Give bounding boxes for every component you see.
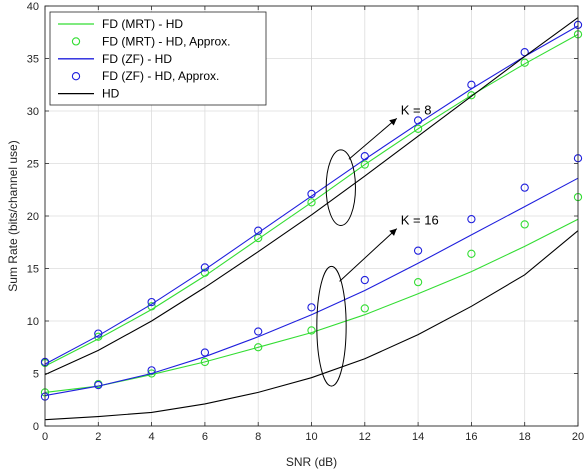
- series-point-6: [254, 343, 263, 352]
- legend-entry-label: FD (ZF) - HD: [102, 52, 172, 66]
- y-tick-label: 15: [27, 264, 39, 276]
- legend: FD (MRT) - HD FD (MRT) - HD, Approx. FD (Z…: [49, 11, 267, 106]
- y-axis-label: Sum Rate (bits/channel use): [6, 140, 20, 291]
- series-point-6: [467, 249, 476, 258]
- annotation-label: K = 8: [401, 102, 432, 117]
- series-point-1: [360, 160, 369, 169]
- annotation-arrowhead: [389, 118, 397, 126]
- legend-marker-swatch: [71, 72, 81, 81]
- x-tick-label: 6: [202, 431, 208, 443]
- series-line-9: [44, 230, 579, 421]
- series-point-8: [413, 246, 423, 255]
- series-line-0: [44, 33, 579, 367]
- series-point-3: [307, 189, 316, 199]
- series-point-6: [147, 369, 156, 378]
- legend-entry-label: FD (ZF) - HD, Approx.: [102, 69, 219, 83]
- series-point-1: [467, 91, 476, 100]
- series-point-6: [360, 304, 369, 313]
- series-point-6: [307, 326, 316, 335]
- series-point-3: [360, 151, 369, 161]
- axes: 0 2 4 6 8 10 12 14 16 18 20 0 5 10 15 20 25 30 35 40 SNR (dB…: [6, 1, 584, 469]
- legend-entry-label: FD (MRT) - HD: [102, 17, 183, 31]
- series-point-6: [520, 220, 529, 229]
- x-axis-label: SNR (dB): [286, 455, 337, 469]
- x-tick-label: 8: [255, 431, 261, 443]
- x-tick-label: 12: [359, 431, 371, 443]
- annotation-arrowhead: [389, 228, 397, 236]
- y-tick-label: 35: [27, 54, 39, 66]
- x-tick-label: 0: [42, 431, 48, 443]
- series-point-8: [307, 303, 316, 312]
- legend-marker-swatch: [71, 37, 81, 46]
- series-point-3: [200, 263, 210, 272]
- y-tick-label: 40: [27, 1, 39, 13]
- series-point-8: [360, 275, 369, 285]
- y-tick-label: 10: [27, 316, 39, 328]
- series-line-2: [44, 25, 579, 365]
- series-point-3: [254, 226, 263, 235]
- x-tick-label: 4: [149, 431, 155, 443]
- y-tick-label: 20: [27, 211, 39, 223]
- annotation-arrow: [339, 228, 398, 282]
- series-point-1: [307, 198, 316, 207]
- series-point-3: [147, 297, 156, 307]
- legend-entry-label: FD (MRT) - HD, Approx.: [102, 34, 230, 48]
- series-point-6: [413, 277, 423, 287]
- annotation-arrow: [348, 117, 398, 160]
- series-point-1: [520, 58, 529, 67]
- legend-entry-label: HD: [102, 87, 120, 101]
- series-point-8: [254, 327, 263, 336]
- series-point-8: [147, 366, 156, 375]
- x-tick-label: 18: [519, 431, 531, 443]
- y-tick-label: 0: [33, 421, 39, 433]
- series-point-8: [520, 183, 529, 192]
- series-point-8: [467, 214, 476, 224]
- series-line-7: [44, 177, 579, 397]
- series-point-3: [94, 329, 103, 338]
- series-point-6: [200, 357, 210, 367]
- x-tick-label: 16: [465, 431, 477, 443]
- annotation-ellipse: [325, 149, 356, 226]
- series-point-3: [467, 80, 476, 89]
- y-tick-label: 5: [33, 369, 39, 381]
- series-point-3: [413, 116, 423, 125]
- x-tick-label: 10: [305, 431, 317, 443]
- plot-area: K = 8 K = 16: [40, 17, 583, 421]
- series-line-4: [44, 17, 579, 376]
- x-tick-label: 20: [572, 431, 584, 443]
- y-tick-label: 30: [27, 106, 39, 118]
- series-point-1: [94, 332, 103, 341]
- x-tick-label: 14: [412, 431, 424, 443]
- series-point-1: [413, 124, 423, 134]
- series-point-8: [200, 348, 210, 357]
- series-line-5: [44, 218, 579, 393]
- series-point-8: [94, 380, 103, 390]
- y-tick-label: 25: [27, 159, 39, 171]
- x-tick-label: 2: [95, 431, 101, 443]
- annotation-label: K = 16: [401, 213, 439, 228]
- annotation-ellipse: [316, 265, 347, 387]
